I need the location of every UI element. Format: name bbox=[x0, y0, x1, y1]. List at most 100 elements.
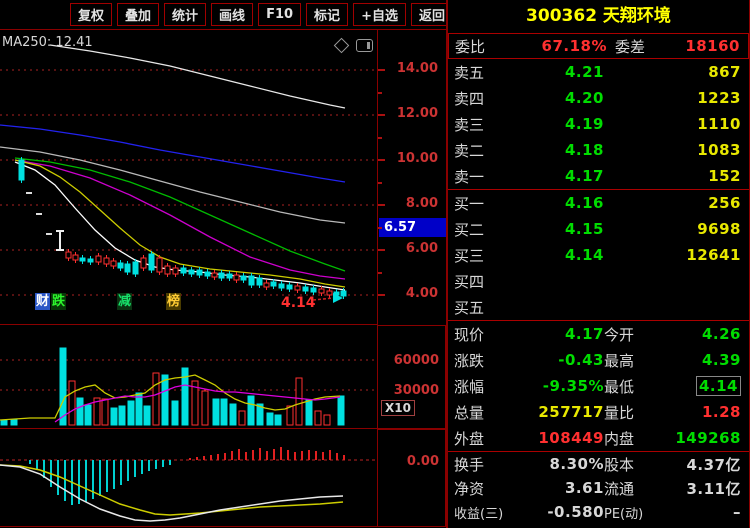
svg-text:4.14: 4.14 bbox=[281, 295, 316, 311]
ask-qty: 152 bbox=[708, 167, 741, 185]
ask-label: 卖一 bbox=[454, 167, 485, 186]
macd-zero-label: 0.00 bbox=[406, 454, 439, 469]
axis-tick bbox=[378, 159, 385, 161]
volume-axis-label: 30000 bbox=[393, 383, 439, 398]
bid-qty: 9698 bbox=[697, 220, 741, 238]
bid-label: 买二 bbox=[454, 220, 485, 239]
fund-value: 4.37亿 bbox=[686, 455, 741, 474]
tag-cai[interactable]: 财 bbox=[35, 293, 51, 310]
f10-button[interactable]: F10 bbox=[258, 3, 302, 26]
ask-price: 4.21 bbox=[564, 63, 604, 81]
section-divider bbox=[448, 320, 749, 321]
quote-label: 今开 bbox=[604, 325, 635, 344]
macd-axis: 0.00 bbox=[377, 429, 446, 527]
weicha-label: 委差 bbox=[615, 37, 646, 56]
ask-label: 卖三 bbox=[454, 115, 485, 134]
fund-label: 流通 bbox=[604, 479, 635, 498]
tag-jian[interactable]: 减 bbox=[117, 293, 133, 310]
section-divider bbox=[448, 451, 749, 452]
volume-chart[interactable] bbox=[0, 325, 377, 429]
bid-row-3[interactable]: 买三 4.14 12641 bbox=[448, 242, 749, 268]
quote-label: 量比 bbox=[604, 403, 635, 422]
tag-die[interactable]: 跌 bbox=[51, 293, 67, 310]
statistics-button[interactable]: 统计 bbox=[164, 3, 207, 26]
bid-row-1[interactable]: 买一 4.16 256 bbox=[448, 190, 749, 216]
price-axis-label: 14.00 bbox=[396, 61, 438, 76]
bid-price: 4.15 bbox=[564, 220, 604, 238]
quote-label: 涨跌 bbox=[454, 351, 485, 370]
ask-qty: 1110 bbox=[697, 115, 741, 133]
macd-chart[interactable] bbox=[0, 429, 377, 527]
quote-value: -9.35% bbox=[542, 377, 604, 395]
ma-indicator-label: MA250: 12.41 bbox=[2, 35, 93, 50]
add-watchlist-button[interactable]: +自选 bbox=[353, 3, 406, 26]
weibi-row: 委比 67.18% 委差 18160 bbox=[448, 33, 749, 59]
ask-price: 4.20 bbox=[564, 89, 604, 107]
fund-label: PE(动) bbox=[604, 506, 644, 522]
ask-price: 4.18 bbox=[564, 141, 604, 159]
bid-row-5[interactable]: 买五 bbox=[448, 294, 749, 320]
fundamental-row: 收益(三) -0.580 PE(动) – bbox=[448, 500, 749, 524]
restore-rights-button[interactable]: 复权 bbox=[70, 3, 113, 26]
pane-divider bbox=[0, 526, 377, 527]
weibi-value: 67.18% bbox=[541, 37, 607, 55]
weicha-value: 18160 bbox=[685, 37, 740, 55]
quote-value: 4.17 bbox=[564, 325, 604, 343]
quote-value: 257717 bbox=[538, 403, 604, 421]
quote-label: 现价 bbox=[454, 325, 485, 344]
ask-label: 卖四 bbox=[454, 89, 485, 108]
overlay-button[interactable]: 叠加 bbox=[117, 3, 160, 26]
toolbar: 复权 叠加 统计 画线 F10 标记 +自选 返回 bbox=[0, 0, 453, 30]
bid-row-4[interactable]: 买四 bbox=[448, 268, 749, 294]
bid-qty: 12641 bbox=[686, 246, 741, 264]
ask-qty: 1223 bbox=[697, 89, 741, 107]
price-axis: 6.57 14.00 12.00 10.00 8.00 6.00 4.00 bbox=[377, 30, 446, 325]
quote-label: 外盘 bbox=[454, 429, 485, 448]
quote-value: 108449 bbox=[538, 429, 604, 447]
quote-value-low: 4.14 bbox=[695, 376, 741, 396]
weibi-label: 委比 bbox=[455, 37, 486, 56]
ask-price: 4.17 bbox=[564, 167, 604, 185]
axis-tick bbox=[378, 204, 385, 206]
mark-button[interactable]: 标记 bbox=[306, 3, 349, 26]
ask-row-4[interactable]: 卖四 4.20 1223 bbox=[448, 85, 749, 111]
axis-minor-tick bbox=[378, 182, 382, 184]
volume-axis: 60000 30000 X10 bbox=[377, 325, 446, 429]
kline-style-icon[interactable] bbox=[356, 39, 373, 52]
bid-label: 买三 bbox=[454, 246, 485, 265]
price-axis-label: 4.00 bbox=[405, 286, 438, 301]
axis-strip: 6.57 14.00 12.00 10.00 8.00 6.00 4.00 60000 3… bbox=[377, 30, 446, 527]
price-axis-label: 10.00 bbox=[396, 151, 438, 166]
bid-row-2[interactable]: 买二 4.15 9698 bbox=[448, 216, 749, 242]
bid-price: 4.16 bbox=[564, 194, 604, 212]
ask-row-3[interactable]: 卖三 4.19 1110 bbox=[448, 111, 749, 137]
ask-qty: 867 bbox=[708, 63, 741, 81]
pane-divider bbox=[0, 428, 377, 429]
quote-label: 最高 bbox=[604, 351, 635, 370]
pane-divider bbox=[0, 324, 377, 325]
axis-minor-tick bbox=[378, 92, 382, 94]
fund-label: 换手 bbox=[454, 455, 485, 474]
draw-line-button[interactable]: 画线 bbox=[211, 3, 254, 26]
quote-value: 4.39 bbox=[701, 351, 741, 369]
ask-row-1[interactable]: 卖一 4.17 152 bbox=[448, 163, 749, 189]
ask-row-5[interactable]: 卖五 4.21 867 bbox=[448, 59, 749, 85]
quote-row: 总量 257717 量比 1.28 bbox=[448, 399, 749, 425]
volume-multiplier-badge: X10 bbox=[381, 400, 415, 416]
fund-label: 收益(三) bbox=[454, 506, 504, 522]
stock-title: 300362 天翔环境 bbox=[526, 6, 671, 26]
fund-value: – bbox=[733, 503, 741, 521]
ask-row-2[interactable]: 卖二 4.18 1083 bbox=[448, 137, 749, 163]
axis-tick bbox=[378, 294, 385, 296]
bid-price: 4.14 bbox=[564, 246, 604, 264]
fund-value: 3.11亿 bbox=[686, 479, 741, 498]
fundamental-row: 净资 3.61 流通 3.11亿 bbox=[448, 476, 749, 500]
tag-bang[interactable]: 榜 bbox=[166, 293, 182, 310]
bid-ask-divider bbox=[448, 189, 749, 190]
ask-label: 卖二 bbox=[454, 141, 485, 160]
main-price-chart[interactable]: 4.14 bbox=[0, 30, 377, 325]
fund-value: 3.61 bbox=[564, 479, 604, 497]
axis-tick bbox=[378, 69, 385, 71]
quote-label: 总量 bbox=[454, 403, 485, 422]
